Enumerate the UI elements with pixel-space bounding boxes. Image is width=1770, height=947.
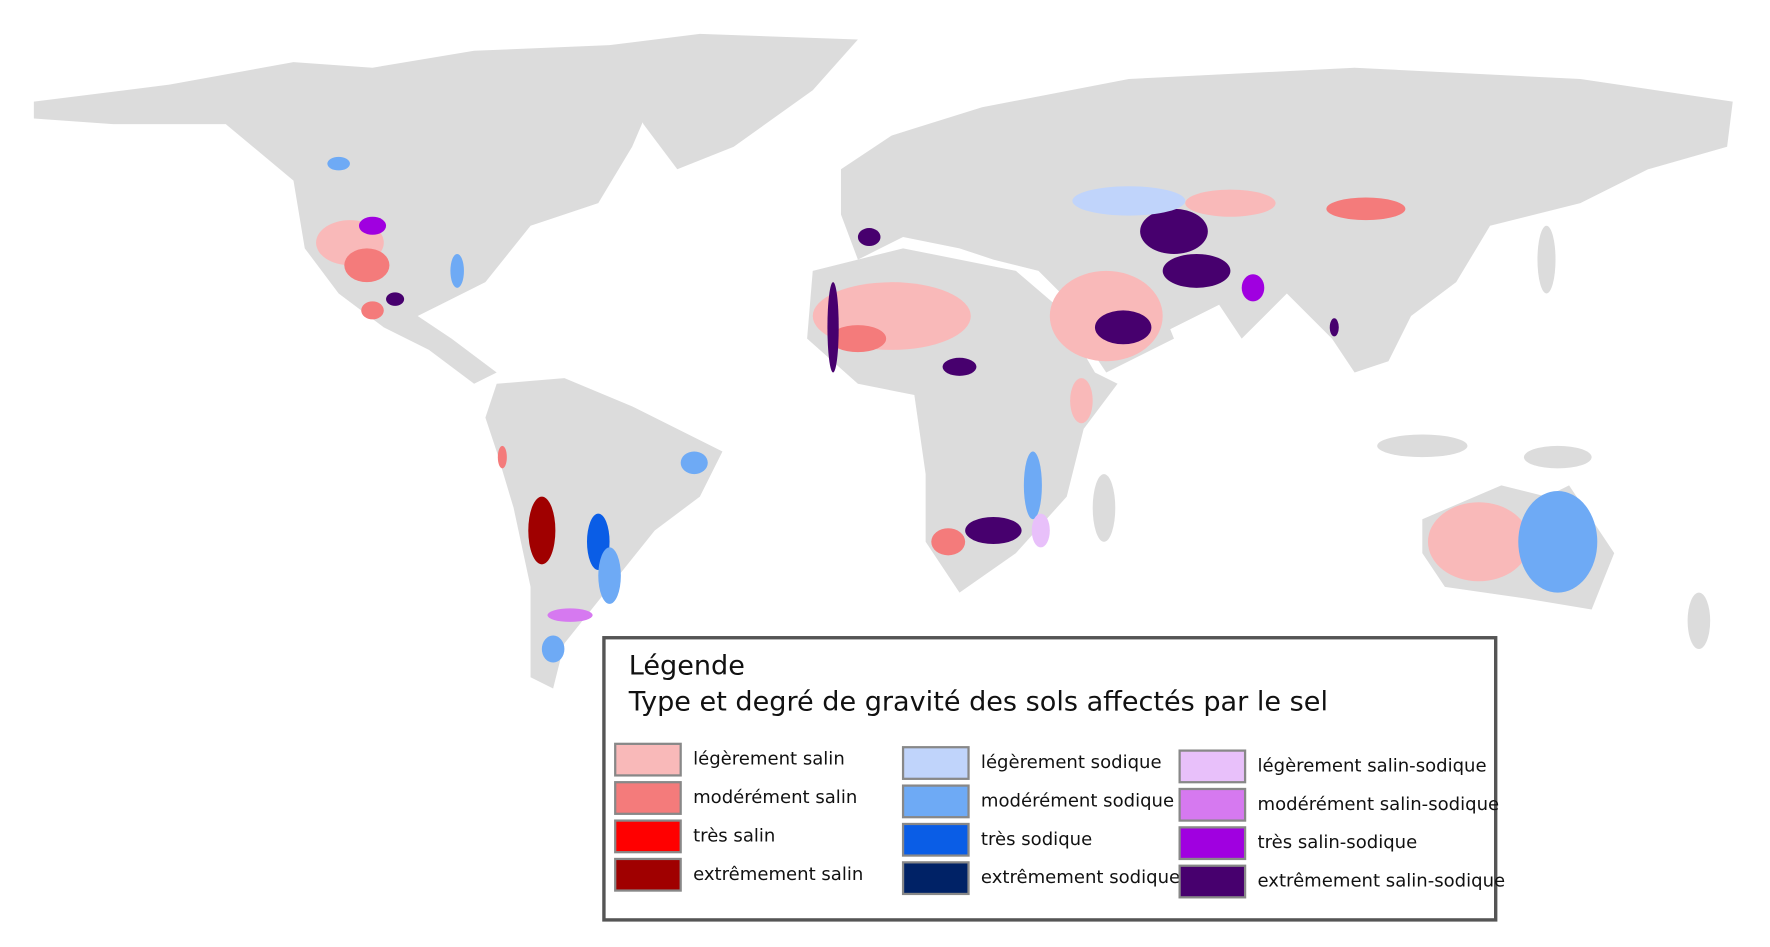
new-zealand: [1687, 592, 1711, 650]
salt-patch: [1329, 318, 1339, 337]
legend-subtitle: Type et degré de gravité des sols affect…: [628, 687, 1328, 718]
salt-patch: [327, 156, 350, 171]
new-guinea: [1523, 445, 1592, 469]
salt-patch: [541, 635, 565, 663]
legend-swatch: [1178, 864, 1247, 899]
legend-swatch: [901, 784, 970, 819]
salt-patch: [547, 608, 593, 622]
salt-patch: [450, 253, 464, 288]
salt-patch: [942, 357, 977, 376]
legend-label: légèrement salin-sodique: [1258, 755, 1487, 776]
salt-patch: [1326, 197, 1406, 221]
legend-label: très salin: [693, 825, 775, 846]
salt-patch: [1072, 186, 1186, 216]
legend-label: modérément salin: [693, 787, 857, 808]
salt-patch: [361, 301, 384, 320]
salt-patch: [1023, 451, 1042, 520]
legend-swatch: [614, 742, 682, 777]
salt-patch: [680, 451, 708, 475]
salt-patch: [528, 496, 556, 565]
salt-patch: [598, 547, 621, 604]
salt-patch: [1518, 490, 1598, 593]
salt-patch: [1140, 208, 1208, 254]
uk: [857, 154, 881, 196]
salt-patch: [857, 228, 881, 247]
indonesia: [1377, 434, 1468, 458]
legend-label: légèrement salin: [693, 749, 845, 770]
salt-patch: [931, 528, 966, 556]
salt-patches: [316, 156, 1598, 663]
legend-box: [602, 636, 1498, 922]
salt-patch: [344, 248, 390, 283]
legend-swatch: [1178, 749, 1247, 784]
japan: [1537, 225, 1556, 294]
legend-swatch: [614, 819, 682, 854]
greenland: [609, 33, 858, 170]
salt-patch: [1070, 378, 1093, 424]
legend-swatch: [614, 781, 682, 815]
legend-title: Légende: [629, 651, 745, 682]
legend-label: modérément salin-sodique: [1258, 794, 1500, 815]
legend-swatch: [901, 861, 970, 896]
legend-items: légèrement salin modérément salin très sal…: [614, 742, 1506, 899]
legend-swatch: [1178, 826, 1247, 861]
legend-label: extrêmement sodique: [981, 867, 1180, 888]
legend-swatch: [901, 746, 970, 780]
salt-patch: [965, 516, 1022, 545]
legend-swatch: [614, 857, 682, 892]
salt-patch: [1427, 502, 1530, 582]
salt-patch: [386, 292, 405, 306]
salt-patch: [497, 445, 507, 469]
legend: Légende Type et degré de gravité des sol…: [602, 636, 1506, 922]
madagascar: [1092, 474, 1116, 542]
salt-patch: [1162, 253, 1231, 288]
continents: [33, 33, 1733, 689]
salt-patch: [1185, 189, 1276, 217]
legend-label: extrêmement salin-sodique: [1258, 871, 1506, 892]
legend-label: extrêmement salin: [693, 864, 863, 885]
legend-label: très sodique: [981, 829, 1092, 850]
salt-patch: [1031, 513, 1050, 548]
legend-swatch: [901, 822, 970, 857]
salt-patch: [1094, 310, 1152, 345]
salt-patch: [829, 325, 887, 353]
salt-patch: [358, 216, 387, 235]
salt-patch: [827, 282, 839, 373]
salt-patch: [1241, 274, 1265, 302]
legend-swatch: [1178, 787, 1247, 822]
legend-label: légèrement sodique: [981, 752, 1162, 773]
legend-label: très salin-sodique: [1258, 832, 1418, 853]
north-america: [33, 45, 667, 384]
legend-label: modérément sodique: [981, 790, 1174, 811]
